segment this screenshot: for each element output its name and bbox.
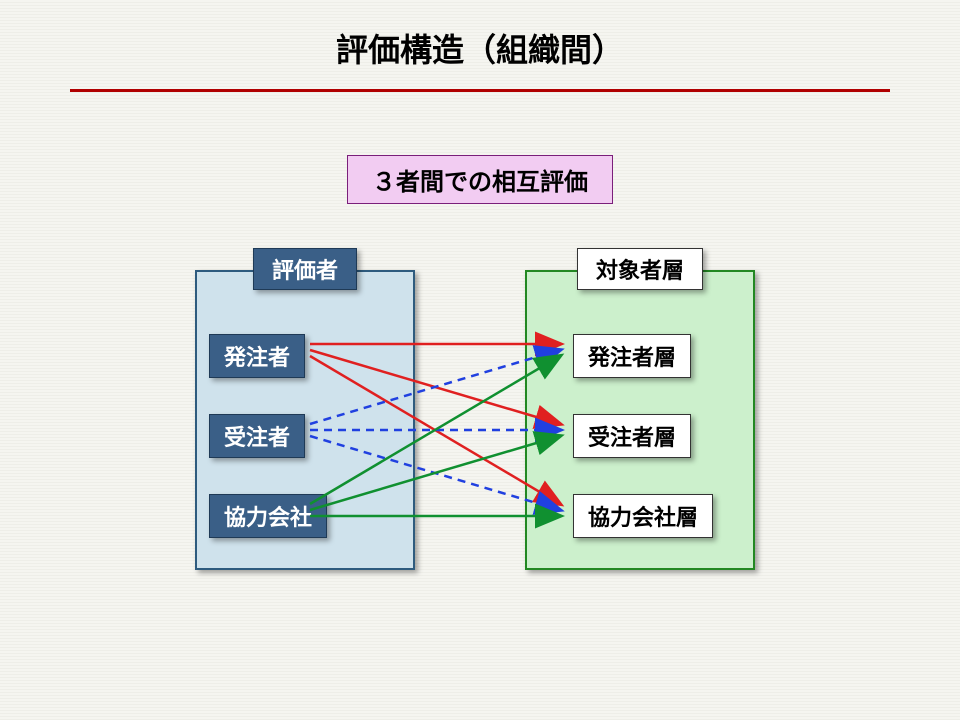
target-panel: 対象者層 発注者層 受注者層 協力会社層 (525, 270, 755, 570)
title-rule (70, 89, 890, 92)
evaluator-node-orderer: 発注者 (209, 334, 305, 378)
target-node-orderer: 発注者層 (573, 334, 691, 378)
page-title: 評価構造（組織間） (0, 0, 960, 71)
evaluator-panel-header: 評価者 (253, 248, 357, 290)
target-panel-header: 対象者層 (577, 248, 703, 290)
subtitle-box: ３者間での相互評価 (347, 155, 613, 204)
evaluator-node-partner: 協力会社 (209, 494, 327, 538)
evaluator-panel: 評価者 発注者 受注者 協力会社 (195, 270, 415, 570)
target-node-partner: 協力会社層 (573, 494, 713, 538)
arrow-layer (0, 0, 960, 720)
evaluator-node-contractor: 受注者 (209, 414, 305, 458)
target-node-contractor: 受注者層 (573, 414, 691, 458)
